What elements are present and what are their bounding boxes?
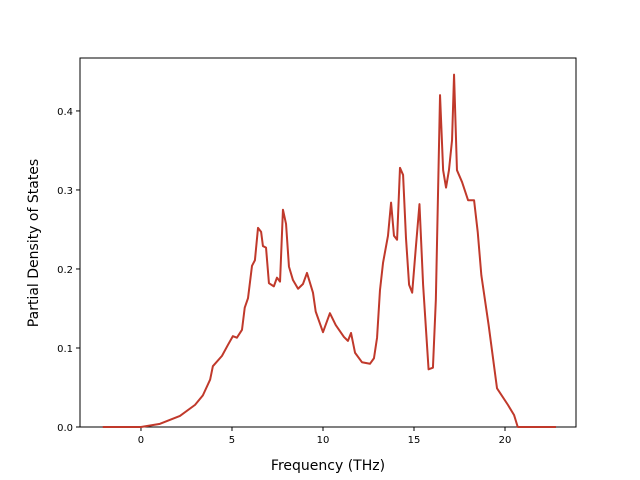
x-tick-label: 15 (408, 435, 421, 446)
x-tick-label: 10 (317, 435, 330, 446)
y-tick-label: 0.4 (57, 107, 73, 118)
y-axis-label: Partial Density of States (26, 159, 42, 327)
x-tick-label: 20 (499, 435, 512, 446)
line-series (102, 73, 556, 428)
y-tick-label: 0.0 (57, 423, 73, 434)
y-tick-label: 0.3 (57, 186, 73, 197)
plot-frame (79, 57, 577, 428)
x-axis-label: Frequency (THz) (271, 458, 385, 474)
x-tick-label: 0 (138, 435, 144, 446)
x-tick-label: 5 (229, 435, 235, 446)
y-tick-label: 0.2 (57, 265, 73, 276)
y-tick-label: 0.1 (57, 344, 73, 355)
